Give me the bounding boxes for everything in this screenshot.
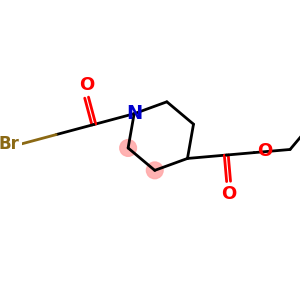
Circle shape	[146, 162, 163, 179]
Text: O: O	[257, 142, 273, 160]
Text: N: N	[126, 104, 142, 123]
Text: O: O	[221, 185, 236, 203]
Circle shape	[120, 140, 136, 156]
Text: O: O	[79, 76, 94, 94]
Text: Br: Br	[0, 135, 20, 153]
